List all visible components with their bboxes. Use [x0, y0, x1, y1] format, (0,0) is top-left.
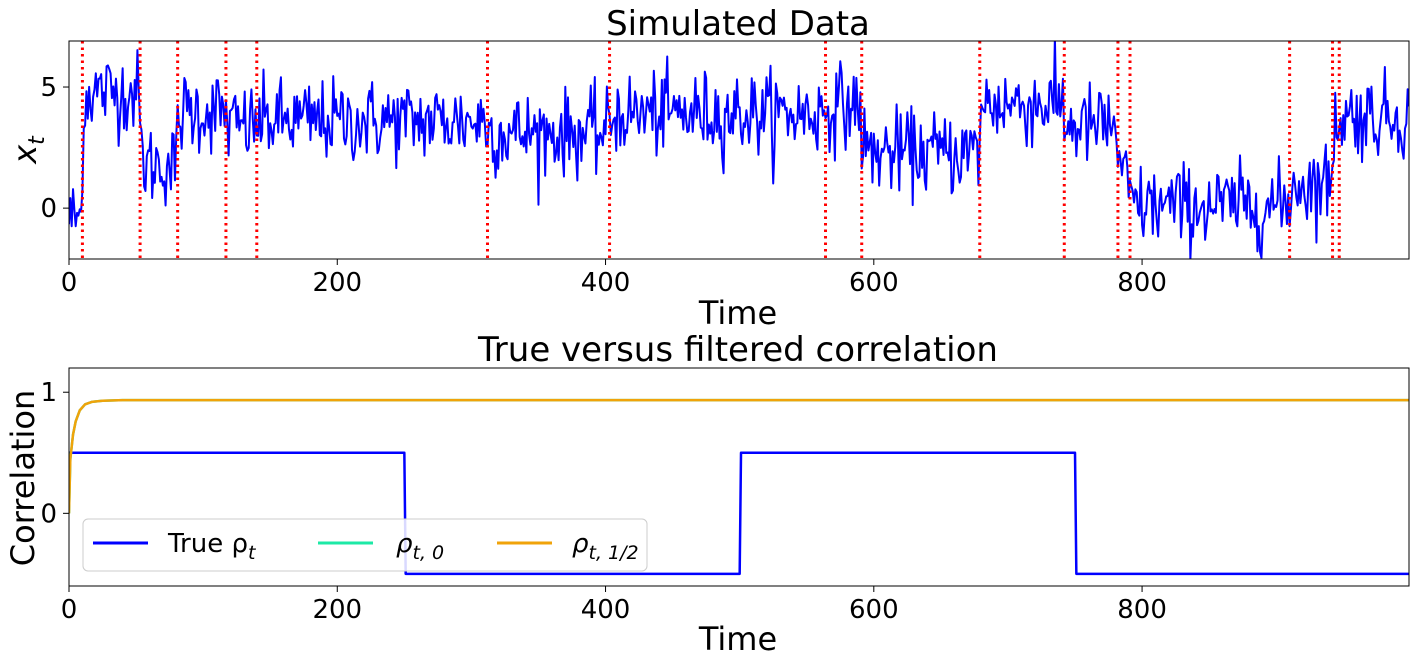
simulated-series-line — [69, 41, 1409, 259]
legend-label-true-rho: True ρt — [167, 529, 257, 564]
correlation-plot-area — [69, 398, 1409, 576]
correlation-x-ticks: 0 200 400 600 800 — [61, 586, 1167, 625]
legend-name-true-rho: True ρ — [167, 529, 248, 559]
correlation-y-axis-label: Correlation — [4, 390, 42, 566]
legend-box — [82, 518, 648, 572]
correlation-x-axis-label: Time — [698, 620, 777, 658]
simulated-data-y-tick-label: 5 — [40, 73, 57, 103]
correlation-y-ticks: 01 — [40, 378, 69, 529]
correlation-title: True versus filtered correlation — [477, 330, 998, 370]
legend-sub-true-rho: t — [248, 542, 257, 564]
y-axis-var-sub: t — [25, 135, 50, 145]
simulated-data-x-tick-label: 800 — [1117, 268, 1167, 298]
correlation-panel: True versus filtered correlation 0 200 400… — [4, 330, 1410, 658]
simulated-data-title: Simulated Data — [606, 4, 870, 44]
correlation-x-tick-label: 0 — [61, 595, 78, 625]
simulated-data-x-ticks: 0 200 400 600 800 — [61, 259, 1167, 298]
legend-name-rho-t0: ρ — [396, 529, 413, 559]
correlation-x-tick-label: 800 — [1117, 595, 1167, 625]
correlation-y-tick-label: 0 — [40, 499, 57, 529]
correlation-legend: True ρt ρt, 0 ρt, 1/2 — [82, 518, 648, 572]
simulated-data-y-tick-label: 0 — [40, 194, 57, 224]
correlation-x-tick-label: 400 — [581, 595, 631, 625]
simulated-data-y-axis-label: xt — [6, 135, 50, 165]
simulated-data-x-tick-label: 400 — [581, 268, 631, 298]
simulated-data-x-axis-label: Time — [698, 294, 777, 332]
rho-t-half-line — [69, 398, 1409, 514]
correlation-y-tick-label: 1 — [40, 378, 57, 408]
legend-label-rho-t-half: ρt, 1/2 — [572, 529, 639, 564]
rho-t0-line — [69, 398, 1409, 514]
legend-name-rho-t-half: ρ — [572, 529, 589, 559]
correlation-frame — [68, 367, 1410, 587]
correlation-x-tick-label: 600 — [849, 595, 899, 625]
simulated-data-x-tick-label: 200 — [312, 268, 362, 298]
simulated-data-x-tick-label: 600 — [849, 268, 899, 298]
true-rho-line — [69, 451, 1409, 576]
legend-label-rho-t0: ρt, 0 — [396, 529, 444, 564]
correlation-x-tick-label: 200 — [312, 595, 362, 625]
simulated-data-plot-area — [69, 41, 1409, 259]
legend-sub-rho-t-half: t, 1/2 — [589, 542, 639, 564]
simulated-data-frame — [68, 40, 1410, 260]
simulated-data-y-ticks: 05 — [40, 73, 69, 224]
y-axis-var: x — [6, 144, 44, 165]
legend-sub-rho-t0: t, 0 — [413, 542, 445, 564]
simulated-data-panel: Simulated Data 0 200 400 600 800 05 Time xt — [6, 4, 1410, 332]
simulated-data-x-tick-label: 0 — [61, 268, 78, 298]
